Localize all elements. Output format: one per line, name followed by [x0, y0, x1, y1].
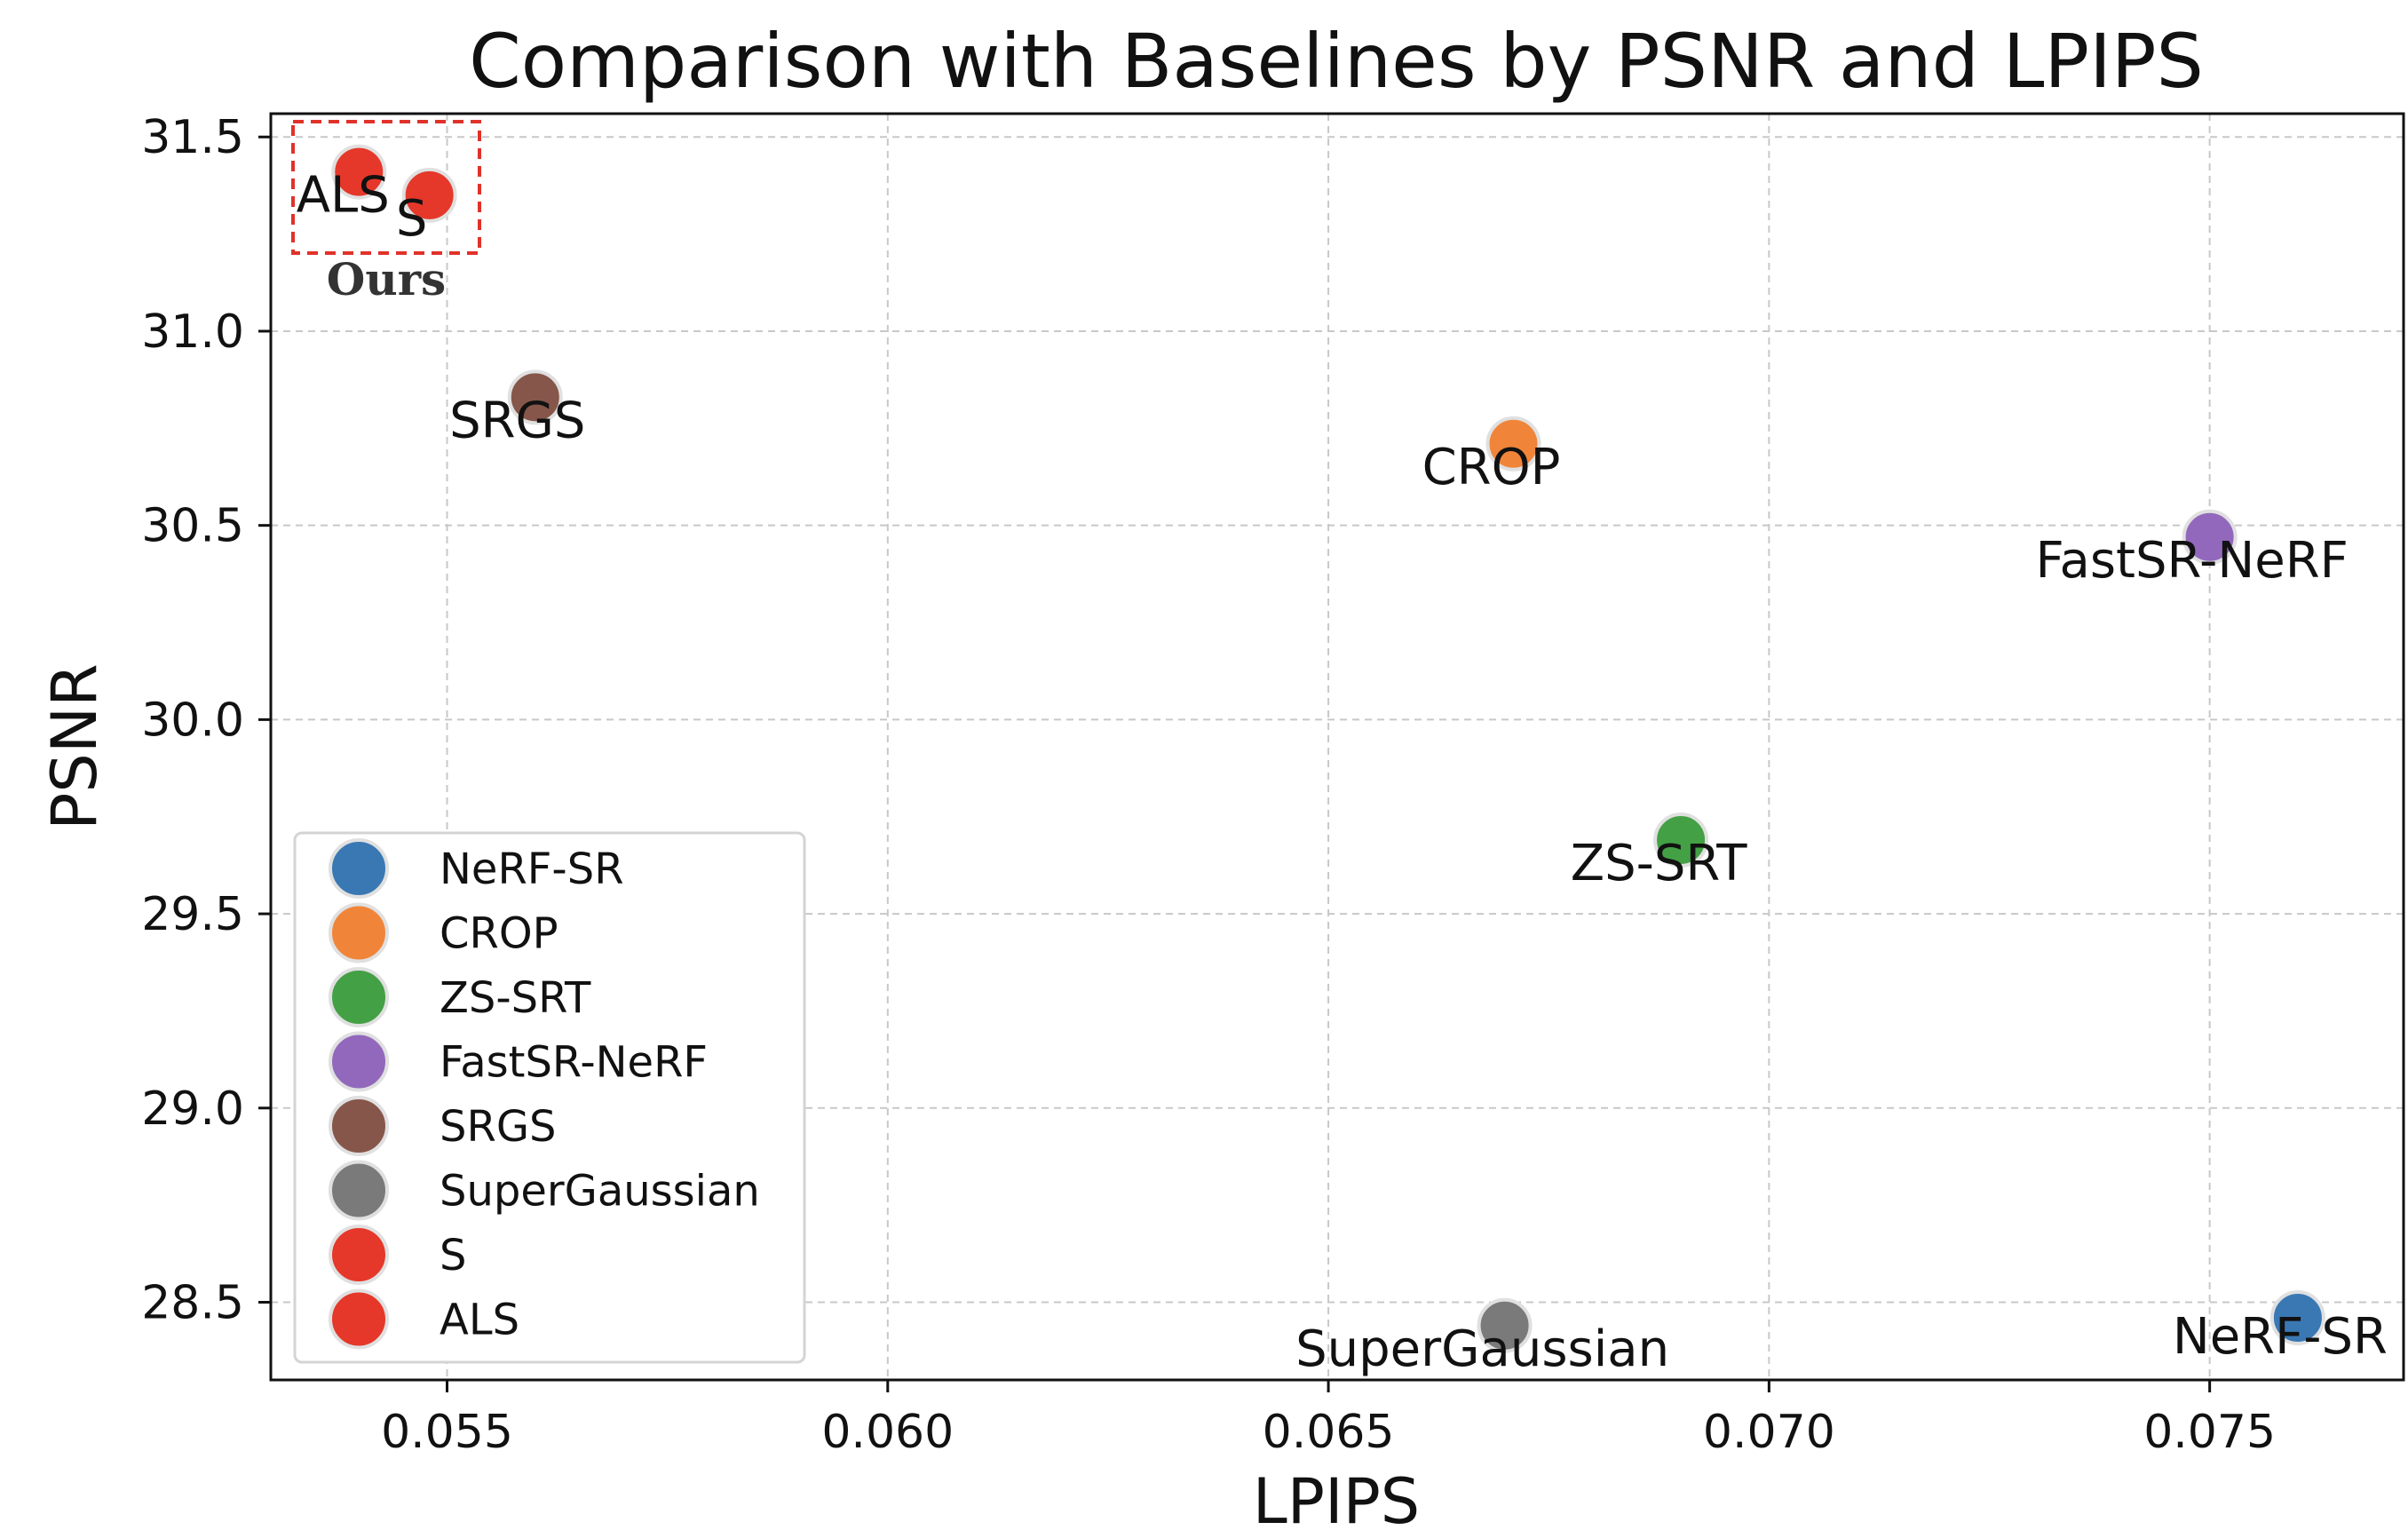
point-label-srgs: SRGS: [449, 392, 585, 449]
legend-label-s: S: [440, 1231, 466, 1280]
x-tick-label: 0.075: [2143, 1406, 2276, 1459]
x-tick-label: 0.070: [1703, 1406, 1835, 1459]
legend-label-fastsr-nerf: FastSR-NeRF: [440, 1038, 708, 1088]
y-tick-label: 29.5: [141, 888, 244, 941]
y-tick-label: 31.5: [141, 111, 244, 164]
legend-label-srgs: SRGS: [440, 1102, 556, 1152]
legend-label-supergaussian: SuperGaussian: [440, 1167, 760, 1217]
point-nerf-sr: [2269, 1290, 2325, 1346]
plot-frame: [269, 112, 2405, 1382]
legend-label-crop: CROP: [440, 909, 558, 959]
x-tick-label: 0.065: [1263, 1406, 1395, 1459]
point-als: [331, 144, 387, 200]
legend-marker-srgs: [329, 1096, 389, 1156]
legend-marker-fastsr-nerf: [329, 1031, 389, 1092]
point-crop: [1485, 416, 1541, 472]
legend-label-zs-srt: ZS-SRT: [440, 973, 591, 1023]
y-axis-ticks: 28.5 29.0 29.5 30.0 30.5 31.0 31.5: [141, 111, 271, 1330]
ours-label: Ours: [327, 253, 446, 305]
point-zs-srt: [1653, 812, 1709, 868]
point-label-nerf-sr: NeRF-SR: [2173, 1308, 2388, 1366]
y-tick-label: 31.0: [141, 305, 244, 359]
legend-marker-crop: [329, 902, 389, 963]
legend-label-als: ALS: [440, 1296, 519, 1345]
point-s: [401, 167, 457, 223]
point-label-als: ALS: [297, 167, 390, 225]
legend-marker-nerf-sr: [329, 838, 389, 899]
x-tick-label: 0.055: [381, 1406, 513, 1459]
point-label-s: S: [396, 190, 428, 248]
chart-title: Comparison with Baselines by PSNR and LP…: [469, 18, 2204, 105]
point-label-fastsr-nerf: FastSR-NeRF: [2035, 532, 2348, 590]
legend-marker-als: [329, 1288, 389, 1350]
x-axis-label: LPIPS: [1253, 1465, 1421, 1538]
ours-highlight-box: [291, 120, 481, 255]
point-label-supergaussian: SuperGaussian: [1295, 1320, 1669, 1378]
legend-marker-s: [329, 1225, 389, 1285]
ours-annotation: Ours: [291, 120, 481, 305]
point-supergaussian: [1477, 1297, 1533, 1353]
y-tick-label: 29.0: [141, 1082, 244, 1136]
legend: NeRF-SR CROP ZS-SRT FastSR-NeRF SRGS SuperGau…: [293, 831, 806, 1364]
point-fastsr-nerf: [2182, 509, 2238, 565]
legend-box: [293, 831, 806, 1364]
y-tick-label: 28.5: [141, 1277, 244, 1330]
x-tick-label: 0.060: [821, 1406, 954, 1459]
point-label-zs-srt: ZS-SRT: [1571, 835, 1748, 892]
x-axis-ticks: 0.055 0.060 0.065 0.070 0.075: [381, 1380, 2276, 1459]
y-axis-label: PSNR: [38, 663, 111, 830]
y-tick-label: 30.0: [141, 694, 244, 747]
legend-label-nerf-sr: NeRF-SR: [440, 844, 624, 894]
y-tick-label: 30.5: [141, 500, 244, 553]
legend-marker-supergaussian: [329, 1160, 389, 1221]
legend-marker-zs-srt: [329, 967, 389, 1027]
point-srgs: [507, 369, 563, 425]
data-points: NeRF-SR CROP ZS-SRT FastSR-NeRF SRGS SuperGau…: [297, 144, 2388, 1378]
point-label-crop: CROP: [1422, 439, 1561, 496]
